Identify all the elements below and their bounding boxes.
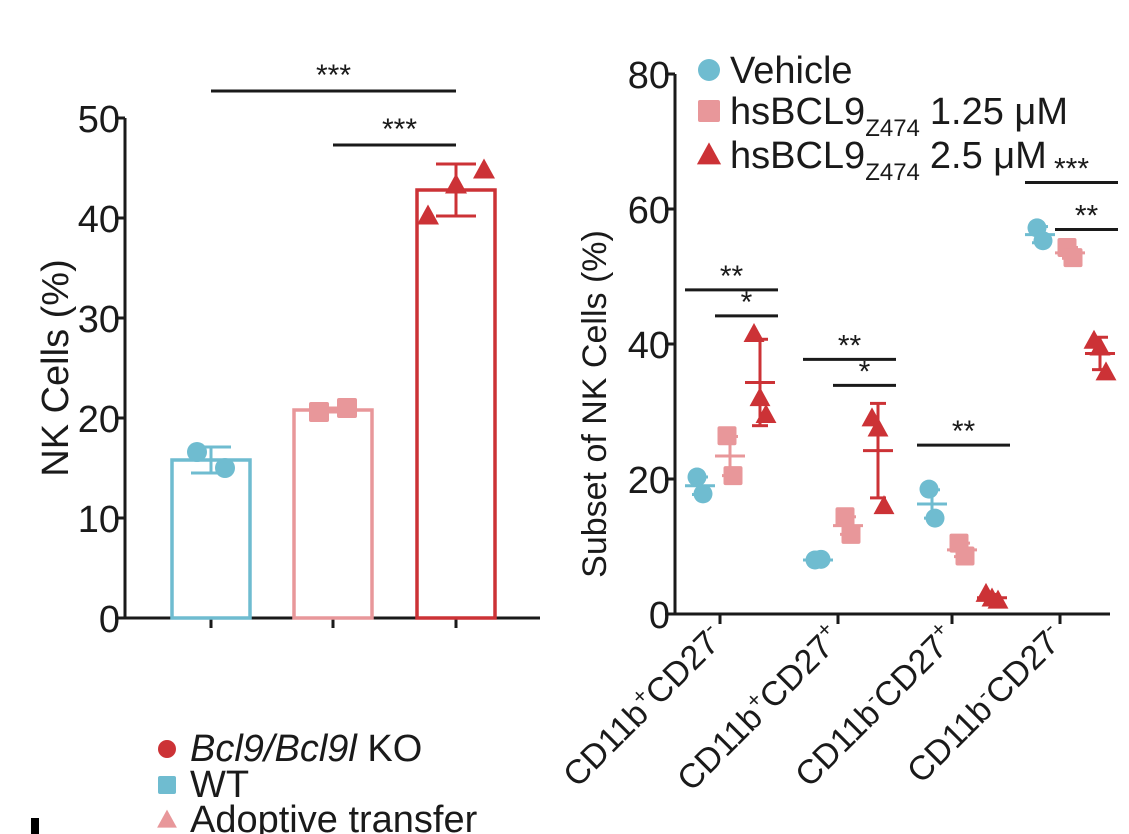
data-point — [717, 426, 737, 446]
legend-label: WT — [190, 764, 249, 806]
legend-marker — [158, 776, 176, 794]
significance-label: *** — [316, 59, 351, 92]
y-tick-label: 10 — [78, 499, 120, 541]
legend-marker — [696, 142, 722, 165]
data-point — [723, 466, 743, 486]
x-tick-label-base: CD11b — [670, 698, 770, 798]
y-tick-label: 20 — [78, 399, 120, 441]
legend-marker — [157, 809, 177, 828]
legend-concentration: 1.25 μM — [930, 91, 1068, 133]
data-point — [1089, 336, 1111, 356]
y-tick-label: 50 — [78, 99, 120, 141]
legend-name: Bcl9/Bcl9l — [190, 728, 358, 770]
y-axis-title: Subset of NK Cells (%) — [576, 230, 614, 578]
data-point — [1033, 231, 1053, 251]
data-point — [925, 508, 945, 528]
legend-label: hsBCL9Z474 2.5 μM — [730, 135, 1047, 186]
legend-label: hsBCL9Z474 1.25 μM — [730, 91, 1068, 142]
data-point — [1063, 248, 1083, 268]
data-point — [841, 524, 861, 544]
bar-2 — [292, 408, 374, 620]
data-point — [687, 467, 707, 487]
legend-marker — [698, 59, 720, 81]
x-tick-label-base: CD11b — [900, 691, 1000, 791]
legend-name: WT — [190, 764, 249, 806]
y-tick-label: 40 — [78, 199, 120, 241]
y-tick-label: 80 — [628, 55, 670, 97]
data-point — [337, 398, 357, 418]
y-tick-label: 30 — [78, 299, 120, 341]
significance-label: ** — [1075, 199, 1099, 232]
legend-concentration: 2.5 μM — [930, 135, 1047, 177]
data-point — [811, 549, 831, 569]
y-axis-title: NK Cells (%) — [35, 259, 77, 476]
data-point — [1095, 361, 1117, 381]
data-point — [955, 546, 975, 566]
nk-cells-bar-chart: 0 10 20 30 40 50 NK Cells (%) *** *** — [35, 59, 540, 641]
significance-label: * — [859, 355, 871, 388]
data-point — [743, 322, 765, 342]
significance-label: ** — [838, 329, 862, 362]
significance-label: ** — [720, 260, 744, 293]
y-tick-label: 0 — [649, 595, 670, 637]
x-tick-label-base: CD11b — [788, 695, 888, 795]
data-point — [309, 402, 329, 422]
x-tick-label-base: CD11b — [556, 695, 656, 795]
y-tick-label: 20 — [628, 460, 670, 502]
legend-name: hsBCL9 — [730, 91, 865, 133]
data-point — [473, 158, 495, 179]
legend-suffix: KO — [357, 728, 422, 770]
legend-label: Bcl9/Bcl9l KO — [190, 728, 422, 770]
data-point — [867, 417, 889, 437]
legend-marker — [158, 740, 176, 758]
data-point — [215, 458, 235, 478]
legend-name: hsBCL9 — [730, 135, 865, 177]
data-point — [755, 403, 777, 423]
significance-label: * — [741, 286, 753, 319]
y-tick-label: 0 — [99, 599, 120, 641]
legend-marker — [698, 100, 720, 122]
significance-label: ** — [952, 415, 976, 448]
significance-label: *** — [1054, 153, 1089, 186]
data-point — [693, 484, 713, 504]
data-point — [873, 495, 895, 515]
legend-subscript: Z474 — [865, 159, 920, 186]
significance-label: *** — [382, 113, 417, 146]
bar-1 — [170, 458, 252, 620]
data-point — [417, 204, 439, 225]
data-point — [987, 589, 1009, 609]
data-point — [835, 507, 855, 527]
bar-3 — [415, 188, 497, 620]
y-tick-label: 60 — [628, 190, 670, 232]
legend-name: Adoptive transfer — [190, 799, 478, 834]
legend-label: Adoptive transfer — [190, 799, 478, 834]
legend-label: Vehicle — [730, 50, 853, 92]
data-point — [187, 442, 207, 462]
legend-name: Vehicle — [730, 50, 853, 92]
y-tick-label: 40 — [628, 325, 670, 367]
legend-subscript: Z474 — [865, 115, 920, 142]
data-point — [749, 387, 771, 407]
data-point — [919, 479, 939, 499]
data-point — [445, 173, 467, 194]
panel-label-fragment — [31, 818, 39, 834]
